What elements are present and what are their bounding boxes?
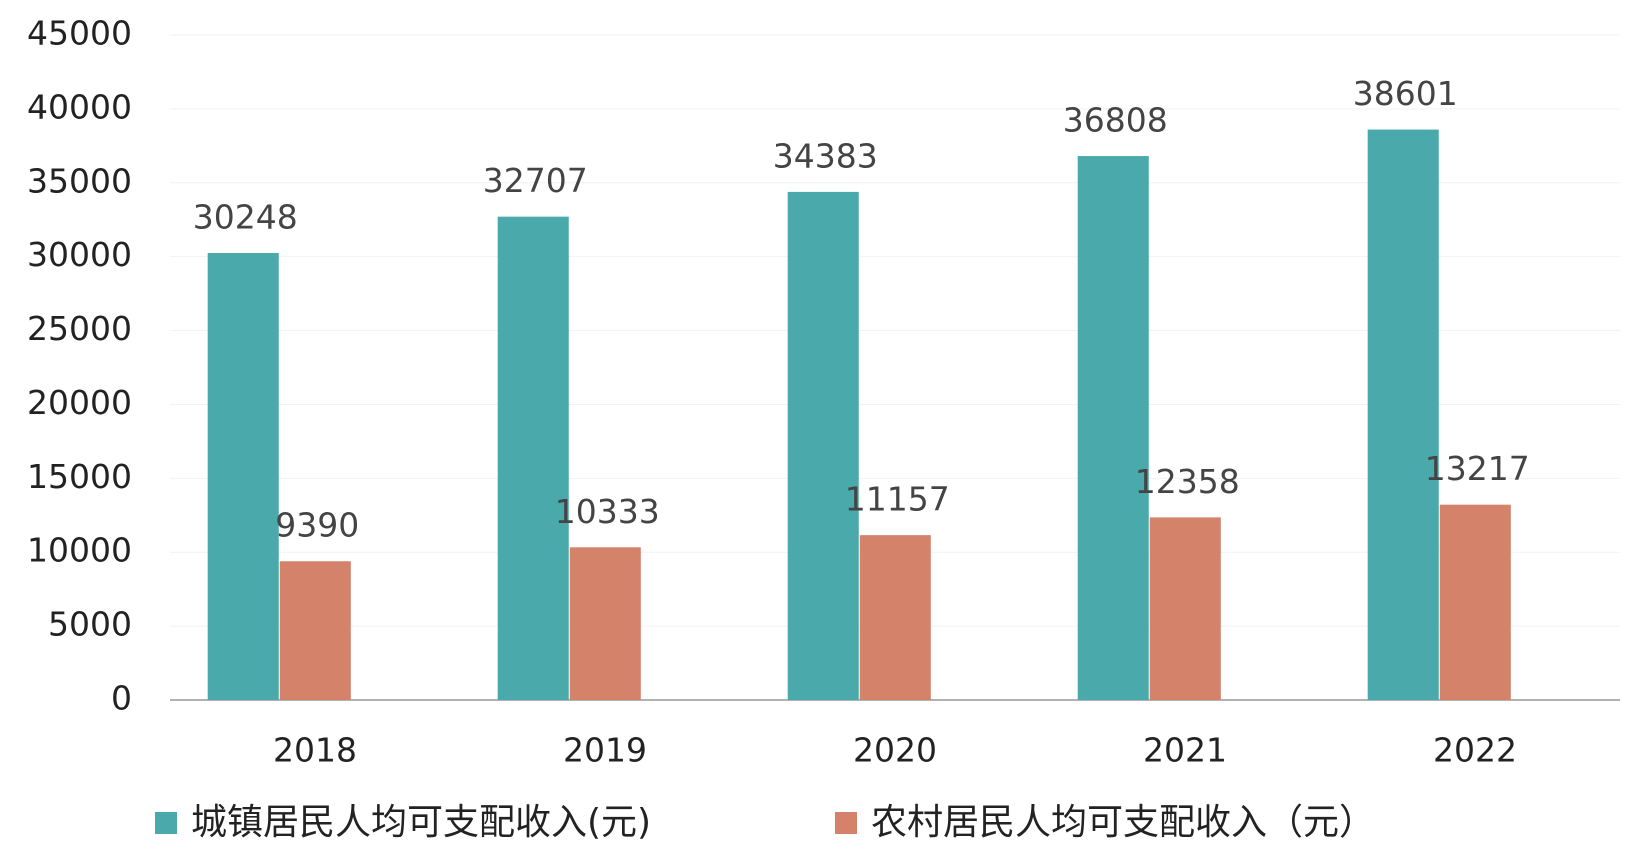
value-label: 11157 [845, 480, 950, 519]
y-tick-label: 20000 [27, 383, 132, 422]
value-label: 9390 [275, 506, 359, 545]
bar [859, 535, 931, 700]
bar [569, 547, 641, 700]
value-label: 38601 [1353, 74, 1458, 113]
x-tick-label: 2021 [1143, 731, 1227, 770]
y-tick-label: 5000 [48, 605, 132, 644]
value-label: 12358 [1135, 462, 1240, 501]
y-tick-label: 40000 [27, 87, 132, 126]
y-tick-label: 25000 [27, 309, 132, 348]
x-tick-label: 2020 [853, 731, 937, 770]
bar [1149, 517, 1221, 700]
value-label: 36808 [1063, 101, 1168, 140]
y-tick-label: 0 [111, 679, 132, 718]
bar [1439, 504, 1511, 700]
y-tick-label: 35000 [27, 161, 132, 200]
y-tick-label: 45000 [27, 14, 132, 53]
legend-swatch [155, 812, 177, 834]
bar [787, 191, 859, 700]
value-label: 34383 [773, 136, 878, 175]
x-tick-label: 2019 [563, 731, 647, 770]
bar [1077, 156, 1149, 700]
bar [207, 253, 279, 701]
bar [1367, 129, 1439, 701]
y-tick-label: 10000 [27, 531, 132, 570]
legend-label: 城镇居民人均可支配收入(元) [191, 802, 651, 843]
value-label: 30248 [193, 198, 298, 237]
legend-swatch [835, 812, 857, 834]
bar [497, 216, 569, 701]
x-tick-label: 2022 [1433, 731, 1517, 770]
legend-label: 农村居民人均可支配收入（元） [871, 802, 1375, 843]
x-tick-label: 2018 [273, 731, 357, 770]
value-label: 10333 [555, 492, 660, 531]
y-tick-label: 30000 [27, 235, 132, 274]
value-label: 32707 [483, 161, 588, 200]
value-label: 13217 [1425, 449, 1530, 488]
y-tick-label: 15000 [27, 457, 132, 496]
bar [279, 561, 351, 700]
